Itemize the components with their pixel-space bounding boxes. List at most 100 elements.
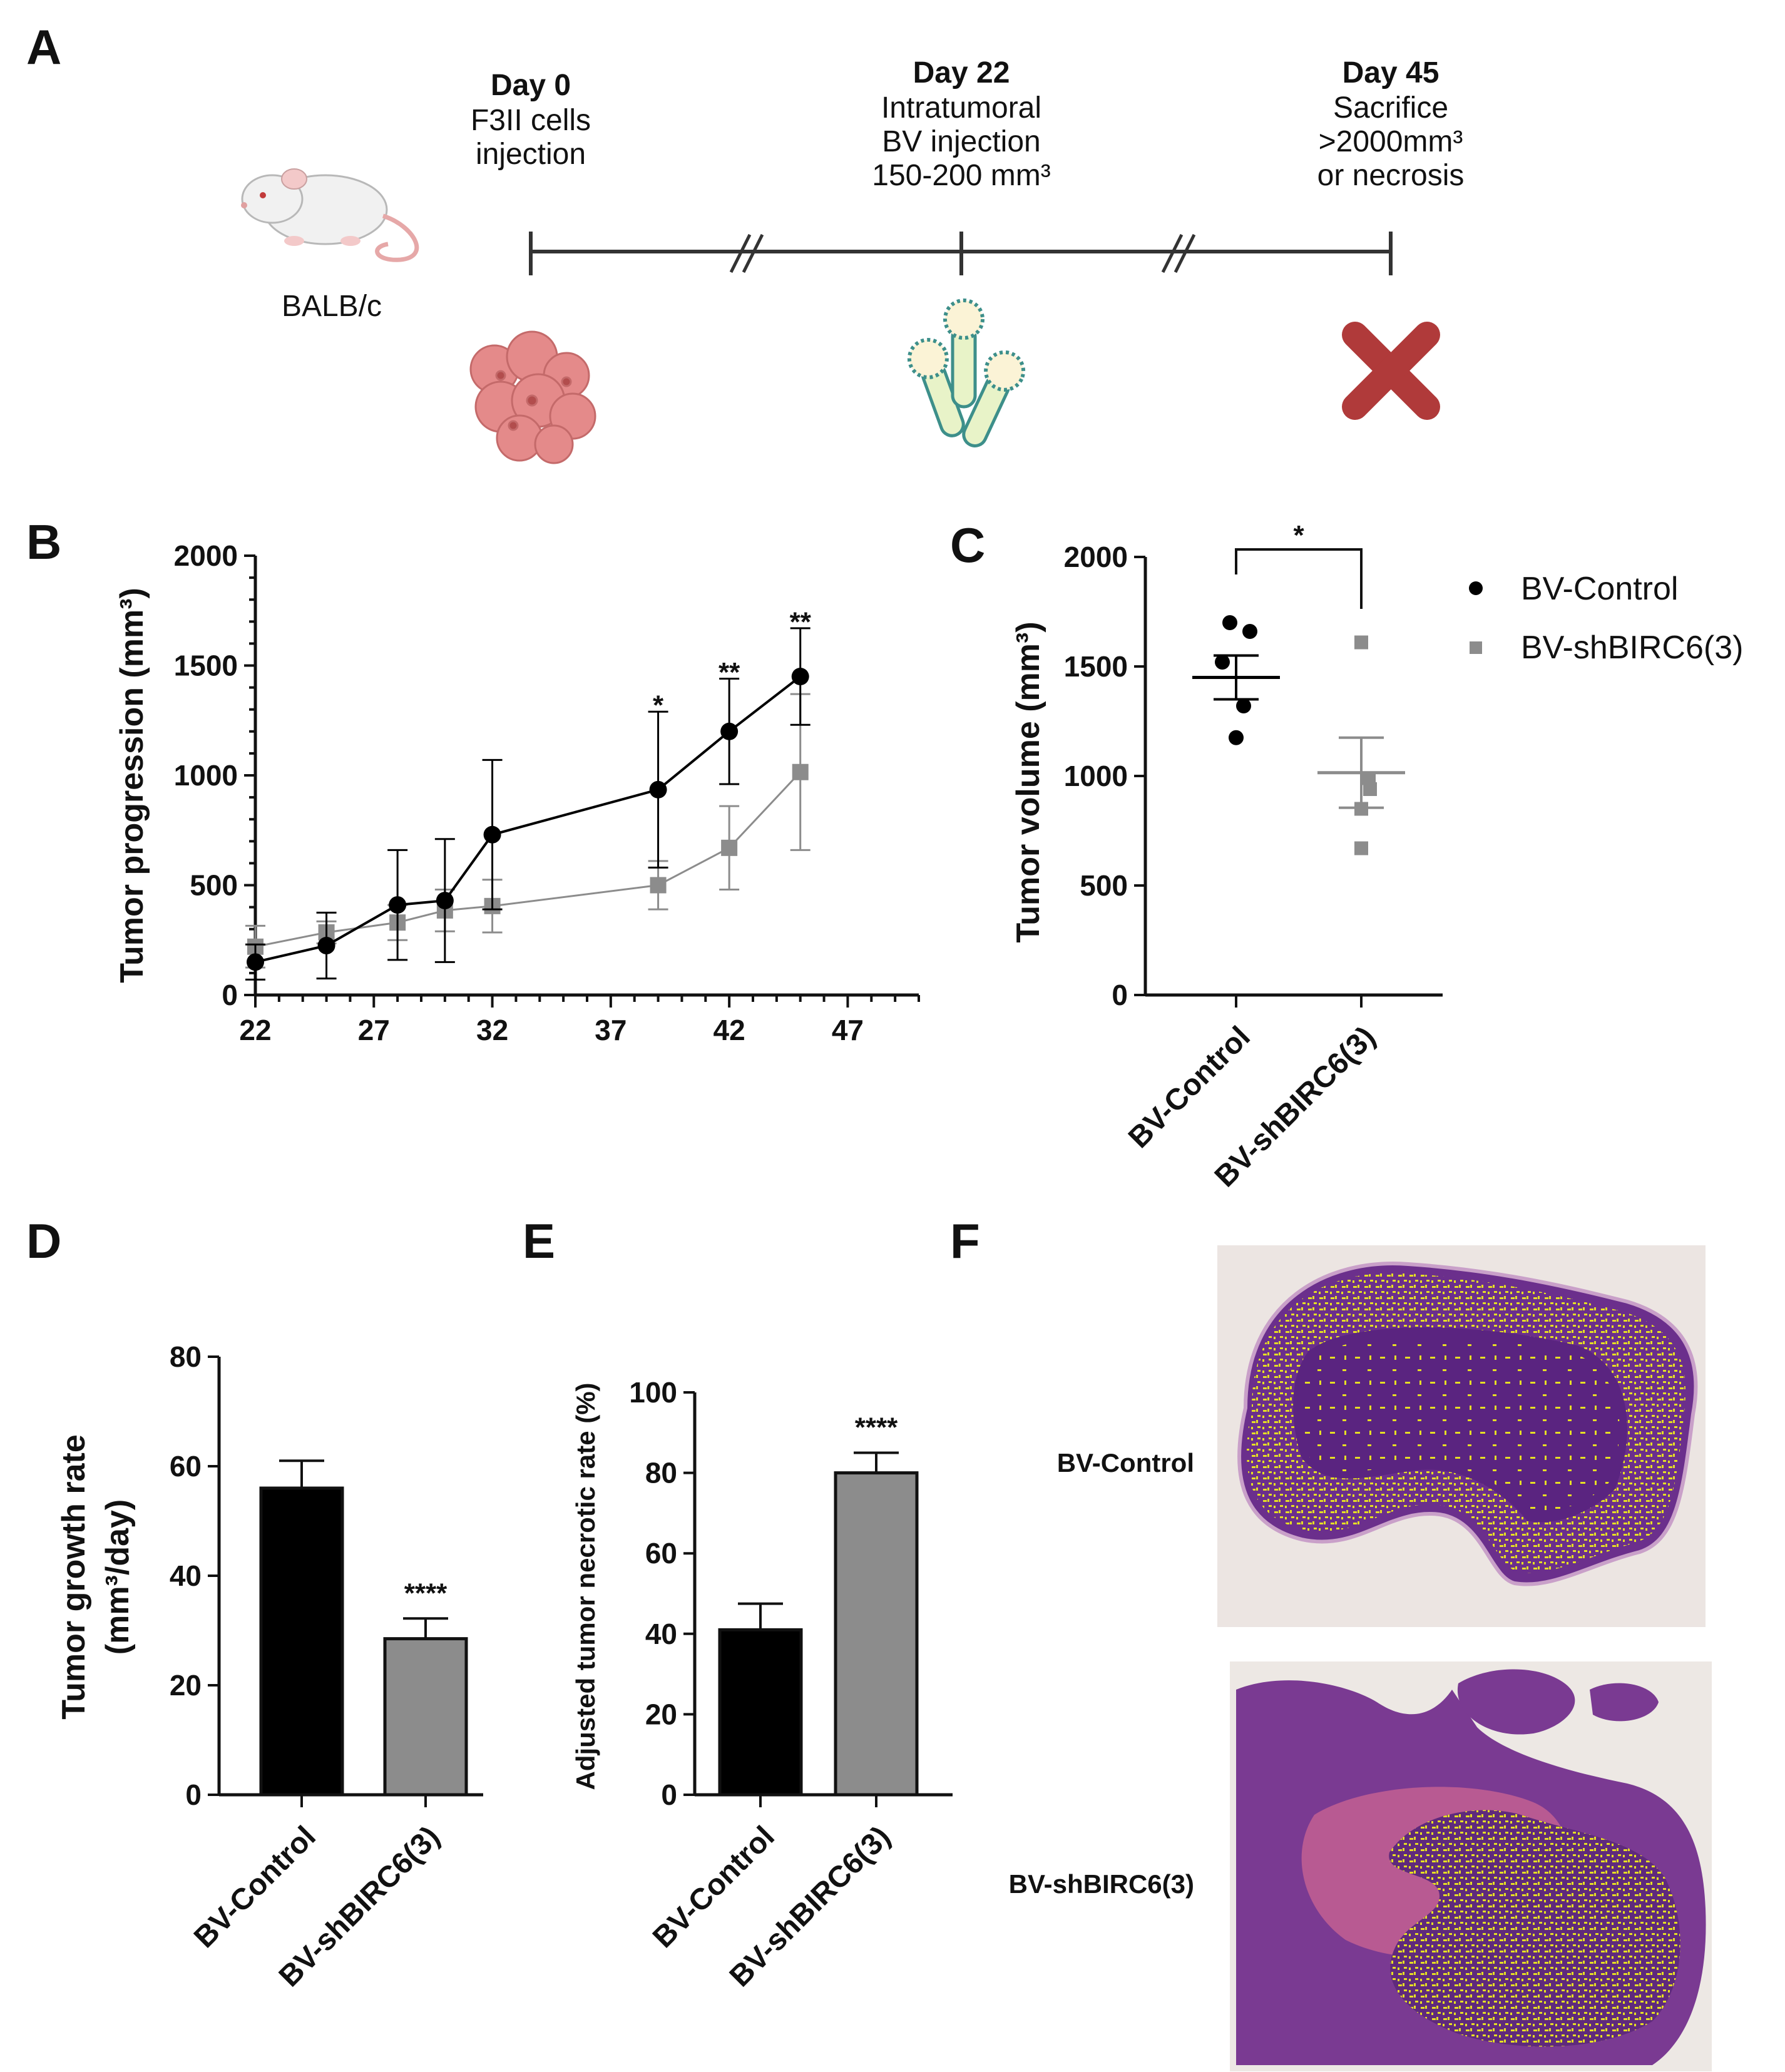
b-y-tick-label: 1000 bbox=[174, 759, 238, 792]
b-x-tick-label: 42 bbox=[713, 1014, 745, 1046]
b-x-tick-label: 27 bbox=[358, 1014, 390, 1046]
c-y-axis-label: Tumor volume (mm³) bbox=[1010, 621, 1046, 942]
c-y-tick-label: 500 bbox=[1080, 869, 1128, 902]
panel-label-a: A bbox=[26, 19, 61, 74]
b-x-tick-label: 47 bbox=[832, 1014, 864, 1046]
b-point-control bbox=[720, 722, 739, 740]
panel-c: C Tumor volume (mm³) 0 500 1000 1500 2000 BV-… bbox=[950, 518, 1743, 1193]
b-point-control bbox=[649, 780, 667, 799]
panel-label-f: F bbox=[950, 1213, 980, 1268]
histology-label-control: BV-Control bbox=[1057, 1448, 1194, 1477]
d-y-axis-label: Tumor growth rate bbox=[56, 1434, 92, 1719]
legend-label-control: BV-Control bbox=[1521, 571, 1678, 607]
panel-label-d: D bbox=[26, 1213, 61, 1268]
legend-marker-treated bbox=[1470, 641, 1482, 654]
c-significance: * bbox=[1293, 520, 1304, 551]
e-y-tick-label: 80 bbox=[645, 1457, 677, 1489]
b-point-control bbox=[247, 953, 264, 971]
event-line: >2000mm³ bbox=[1319, 125, 1463, 158]
e-y-tick-label: 100 bbox=[629, 1376, 677, 1409]
e-significance: **** bbox=[855, 1412, 898, 1442]
event-title: Day 0 bbox=[491, 69, 571, 102]
panel-label-b: B bbox=[26, 514, 61, 569]
b-point-treated bbox=[721, 839, 738, 856]
panel-a: A BALB/c Day 0 F3II cells injection Day … bbox=[26, 19, 1465, 464]
b-series-line-treated bbox=[255, 771, 801, 948]
tumor-cells-icon bbox=[469, 330, 596, 464]
legend-marker-control bbox=[1469, 581, 1483, 595]
b-y-tick-label: 1500 bbox=[174, 650, 238, 682]
event-line: Intratumoral bbox=[881, 91, 1041, 125]
d-category-label: BV-Control bbox=[188, 1820, 322, 1954]
panel-e: E Adjusted tumor necrotic rate (%) 0 20 40… bbox=[523, 1213, 953, 1993]
c-point-treated bbox=[1363, 782, 1377, 796]
legend: BV-Control BV-shBIRC6(3) bbox=[1469, 571, 1743, 666]
e-y-axis-label: Adjusted tumor necrotic rate (%) bbox=[571, 1382, 600, 1790]
panel-label-c: C bbox=[950, 518, 985, 573]
d-y-tick-label: 40 bbox=[170, 1559, 202, 1592]
baculovirus-icon bbox=[907, 299, 1026, 447]
c-y-tick-label: 0 bbox=[1112, 979, 1128, 1011]
b-point-treated bbox=[792, 763, 809, 780]
e-y-tick-label: 0 bbox=[661, 1779, 677, 1811]
e-y-tick-label: 60 bbox=[645, 1537, 677, 1569]
b-y-tick-label: 2000 bbox=[174, 539, 238, 572]
event-line: F3II cells bbox=[471, 104, 591, 137]
c-y-tick-label: 2000 bbox=[1064, 541, 1128, 573]
b-significance: ** bbox=[719, 657, 740, 688]
c-point-control bbox=[1215, 655, 1230, 670]
c-point-control bbox=[1222, 615, 1237, 630]
b-x-tick-label: 37 bbox=[595, 1014, 627, 1046]
panel-f: F BV-Control BV-shBIRC6(3) bbox=[950, 1213, 1712, 2071]
histology-image-treated bbox=[1230, 1661, 1712, 2071]
b-point-control bbox=[436, 892, 454, 910]
d-bar-treated bbox=[383, 1637, 468, 1797]
b-point-control bbox=[791, 668, 809, 686]
e-y-tick-label: 40 bbox=[645, 1618, 677, 1650]
event-day45: Day 45 Sacrifice >2000mm³ or necrosis bbox=[1317, 56, 1465, 192]
d-y-axis-unit: (mm³/day) bbox=[100, 1499, 136, 1655]
c-point-treated bbox=[1354, 841, 1368, 855]
d-significance: **** bbox=[404, 1578, 448, 1608]
e-bar-control bbox=[718, 1628, 803, 1797]
panel-d: D Tumor growth rate (mm³/day) 0 20 40 60 80 B… bbox=[26, 1213, 483, 1993]
event-line: Sacrifice bbox=[1333, 91, 1448, 125]
b-x-tick-label: 22 bbox=[239, 1014, 271, 1046]
c-point-treated bbox=[1362, 771, 1376, 785]
c-point-control bbox=[1236, 698, 1251, 713]
b-point-control bbox=[317, 937, 335, 955]
mouse-icon bbox=[241, 168, 419, 262]
panel-b: B Tumor progression (mm³) 0 500 1000 1500 20… bbox=[26, 514, 920, 1046]
event-title: Day 22 bbox=[913, 56, 1010, 89]
c-point-treated bbox=[1354, 635, 1368, 650]
event-line: BV injection bbox=[882, 125, 1040, 158]
legend-label-treated: BV-shBIRC6(3) bbox=[1521, 630, 1743, 666]
b-point-treated bbox=[650, 877, 667, 894]
e-y-tick-label: 20 bbox=[645, 1698, 677, 1730]
c-category-label: BV-Control bbox=[1122, 1020, 1257, 1155]
d-y-tick-label: 0 bbox=[185, 1779, 202, 1811]
c-point-control bbox=[1242, 624, 1257, 639]
b-x-tick-label: 32 bbox=[476, 1014, 508, 1046]
d-y-tick-label: 60 bbox=[170, 1450, 202, 1483]
b-point-control bbox=[483, 825, 501, 844]
e-bar-treated bbox=[834, 1471, 919, 1797]
d-y-tick-label: 20 bbox=[170, 1669, 202, 1702]
c-y-tick-label: 1500 bbox=[1064, 650, 1128, 683]
mouse-label: BALB/c bbox=[282, 290, 382, 323]
b-point-control bbox=[389, 896, 407, 914]
c-point-control bbox=[1229, 730, 1244, 745]
c-y-tick-label: 1000 bbox=[1064, 760, 1128, 792]
b-series-line-control bbox=[255, 675, 801, 964]
event-title: Day 45 bbox=[1343, 56, 1440, 89]
b-y-tick-label: 500 bbox=[190, 869, 238, 902]
event-line: or necrosis bbox=[1317, 159, 1465, 192]
event-line: 150-200 mm³ bbox=[872, 159, 1050, 192]
event-day22: Day 22 Intratumoral BV injection 150-200… bbox=[872, 56, 1050, 192]
b-significance: * bbox=[653, 690, 664, 721]
